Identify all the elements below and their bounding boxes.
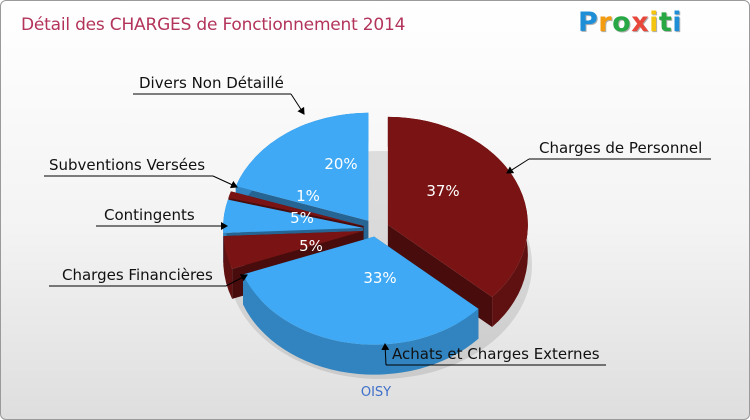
- category-label-group: Divers Non Détaillé: [133, 74, 305, 115]
- logo-letter: o: [612, 7, 632, 38]
- category-label: Charges de Personnel: [539, 139, 702, 157]
- chart-title: Détail des CHARGES de Fonctionnement 201…: [21, 15, 406, 35]
- logo-letter: i: [672, 7, 683, 38]
- category-label: Contingents: [104, 206, 195, 224]
- category-label-group: Subventions Versées: [44, 156, 238, 189]
- proxiti-logo: Proxiti: [578, 7, 682, 38]
- logo-letter: P: [578, 7, 599, 38]
- category-label: Charges Financières: [62, 266, 213, 284]
- logo-letter: r: [598, 7, 613, 38]
- pie-slice: [223, 199, 364, 233]
- pie-slice: [235, 112, 369, 221]
- pie-slice: [228, 191, 364, 227]
- logo-letter: t: [658, 7, 673, 38]
- slice-value-label: 5%: [299, 237, 323, 255]
- category-label-group: Achats et Charges Externes: [381, 343, 606, 366]
- category-label-group: Contingents: [96, 206, 228, 230]
- leader-arrow: [225, 274, 248, 287]
- slice-value-label: 1%: [296, 187, 320, 205]
- leader-arrow: [212, 175, 238, 189]
- category-label: Subventions Versées: [49, 156, 205, 174]
- slice-value-label: 5%: [290, 209, 314, 227]
- pie-slice: [223, 231, 364, 269]
- category-label-group: Charges Financières: [49, 266, 248, 287]
- logo-letter: x: [631, 7, 650, 38]
- leader-arrow: [506, 158, 530, 174]
- slice-value-label: 20%: [324, 155, 357, 173]
- logo-letter: i: [649, 7, 659, 38]
- pie-slice: [243, 236, 479, 345]
- pie-slice: [387, 116, 528, 297]
- category-label: Achats et Charges Externes: [392, 345, 600, 363]
- chart-commune-label: OISY: [360, 385, 392, 400]
- category-label-group: Charges de Personnel: [506, 139, 711, 174]
- leader-arrow: [381, 343, 390, 366]
- leader-arrow: [290, 93, 305, 115]
- slice-value-label: 33%: [363, 269, 396, 287]
- category-label: Divers Non Détaillé: [139, 74, 284, 92]
- slice-value-label: 37%: [426, 182, 459, 200]
